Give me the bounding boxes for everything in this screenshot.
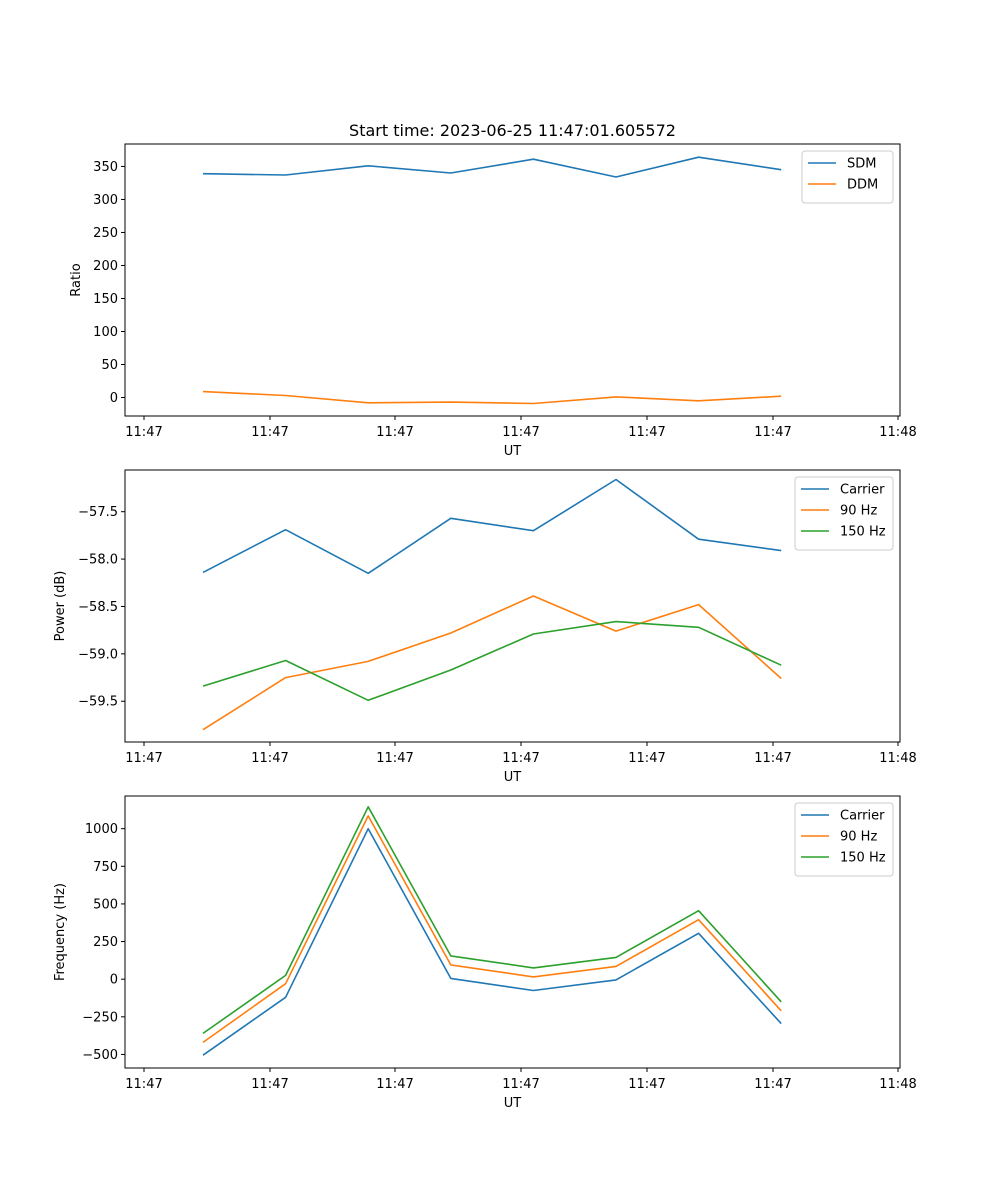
y-tick-label: −57.5 xyxy=(78,505,118,520)
x-tick-label: 11:48 xyxy=(879,425,916,440)
y-tick-label: −500 xyxy=(82,1048,118,1063)
y-tick-label: 0 xyxy=(110,391,118,406)
series-line-carrier xyxy=(202,827,782,1056)
y-tick-label: 0 xyxy=(110,973,118,988)
x-tick-label: 11:48 xyxy=(879,1077,916,1092)
x-tick-label: 11:47 xyxy=(754,1077,791,1092)
subplot-3: 11:47 11:47 11:47 11:47 11:47 11:47 11:48 −500 −… xyxy=(53,795,917,1111)
y-tick-label: 750 xyxy=(93,860,118,875)
y-axis-label: Frequency (Hz) xyxy=(53,883,68,981)
x-tick-label: 11:47 xyxy=(502,751,539,766)
legend-label: Carrier xyxy=(840,809,885,824)
legend-label: 150 Hz xyxy=(840,525,886,540)
legend-label: 150 Hz xyxy=(840,851,886,866)
series-line-150-hz xyxy=(202,805,782,1035)
x-tick-label: 11:47 xyxy=(251,751,288,766)
series-line-ddm xyxy=(202,390,782,405)
panels: 11:47 11:47 11:47 11:47 11:47 11:47 11:48 0 50 10… xyxy=(53,143,917,1111)
legend: Carrier 90 Hz 150 Hz xyxy=(794,476,894,551)
legend-label: 90 Hz xyxy=(840,830,877,845)
legend-label: Carrier xyxy=(840,483,885,498)
x-tick-label: 11:47 xyxy=(376,425,413,440)
y-tick-label: 50 xyxy=(101,358,118,373)
axes-frame xyxy=(124,143,901,417)
x-tick-label: 11:47 xyxy=(376,1077,413,1092)
legend-label: DDM xyxy=(847,178,878,193)
subplot-1: 11:47 11:47 11:47 11:47 11:47 11:47 11:48 0 50 10… xyxy=(69,143,917,459)
legend-label: SDM xyxy=(847,157,876,172)
y-tick-label: 200 xyxy=(93,259,118,274)
subplot-2: 11:47 11:47 11:47 11:47 11:47 11:47 11:48 −59.5… xyxy=(53,469,917,785)
figure-title: Start time: 2023-06-25 11:47:01.605572 xyxy=(349,121,676,140)
series-line-90-hz xyxy=(202,815,782,1044)
x-tick-label: 11:47 xyxy=(502,1077,539,1092)
y-tick-label: 1000 xyxy=(85,822,118,837)
y-tick-label: 250 xyxy=(93,935,118,950)
y-tick-label: −58.5 xyxy=(78,600,118,615)
x-tick-label: 11:47 xyxy=(502,425,539,440)
axes-frame xyxy=(124,795,901,1069)
x-axis-label: UT xyxy=(504,770,522,785)
y-tick-label: 350 xyxy=(93,160,118,175)
x-tick-label: 11:47 xyxy=(628,425,665,440)
y-tick-label: 300 xyxy=(93,193,118,208)
series-line-carrier xyxy=(202,478,782,575)
x-tick-label: 11:47 xyxy=(628,1077,665,1092)
y-tick-label: −58.0 xyxy=(78,553,118,568)
series-line-90-hz xyxy=(202,595,782,731)
x-tick-label: 11:47 xyxy=(251,1077,288,1092)
x-tick-label: 11:47 xyxy=(125,425,162,440)
legend-box xyxy=(801,150,894,204)
x-tick-label: 11:47 xyxy=(376,751,413,766)
series-line-sdm xyxy=(202,156,782,178)
y-tick-label: −59.0 xyxy=(78,647,118,662)
y-tick-label: 150 xyxy=(93,292,118,307)
y-tick-label: −250 xyxy=(82,1010,118,1025)
y-tick-label: −59.5 xyxy=(78,695,118,710)
y-tick-label: 250 xyxy=(93,226,118,241)
x-tick-label: 11:47 xyxy=(754,425,791,440)
x-axis-label: UT xyxy=(504,1096,522,1111)
y-tick-label: 100 xyxy=(93,325,118,340)
y-axis-label: Ratio xyxy=(69,263,84,296)
x-tick-label: 11:47 xyxy=(251,425,288,440)
x-tick-label: 11:47 xyxy=(754,751,791,766)
x-tick-label: 11:48 xyxy=(879,751,916,766)
legend: SDM DDM xyxy=(801,150,894,204)
x-tick-label: 11:47 xyxy=(125,751,162,766)
y-axis-label: Power (dB) xyxy=(53,571,68,642)
y-tick-label: 500 xyxy=(93,897,118,912)
x-tick-label: 11:47 xyxy=(628,751,665,766)
series-line-150-hz xyxy=(202,620,782,702)
x-axis-label: UT xyxy=(504,444,522,459)
x-tick-label: 11:47 xyxy=(125,1077,162,1092)
legend: Carrier 90 Hz 150 Hz xyxy=(794,802,894,877)
legend-label: 90 Hz xyxy=(840,504,877,519)
